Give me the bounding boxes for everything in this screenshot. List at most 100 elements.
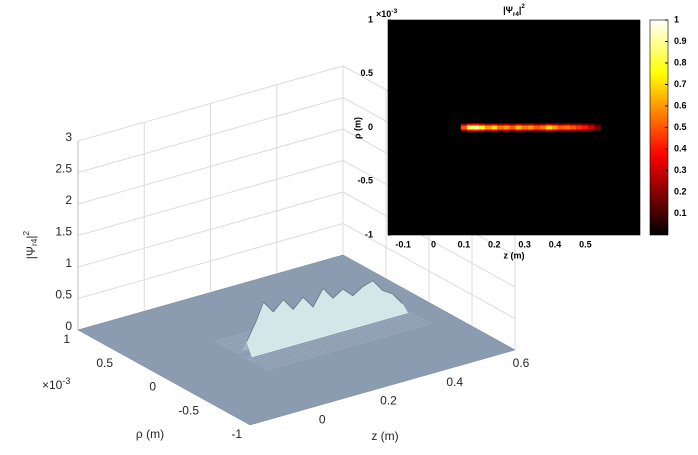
heat-cell [558,125,565,130]
heat-cell [533,125,541,130]
heat-cell [551,125,559,130]
colorbar-tick-label: 0.5 [674,122,687,132]
colorbar-tick-label: 0.4 [674,143,687,153]
colorbar-tick-label: 0.7 [674,79,687,89]
colorbar-tick-label: 0.3 [674,165,687,175]
surface-ripple [250,314,417,362]
z-tick-label: 1 [65,256,72,270]
z-tick-label: 2.5 [55,162,72,176]
surface-ripple [260,320,427,368]
z-tick-label: 2 [65,193,72,207]
exp-sup: -3 [62,376,70,386]
grid-line [77,97,344,173]
grid-line [77,191,344,268]
heat-cell [527,125,535,130]
colorbar-tick-label: 0.8 [674,57,687,67]
heat-cell [509,125,517,130]
label-base: |Ψ [503,5,513,15]
grid-line [77,128,344,205]
x-tick-label: 0.2 [380,394,397,408]
grid-line [77,223,344,299]
label-sup: 2 [21,230,31,235]
label-sub: r4 [513,11,519,18]
exp-base: ×10 [376,9,391,19]
colorbar-tick-label: 1 [674,14,679,24]
heat-cell [576,125,583,130]
colorbar-tick-label: 0.6 [674,100,687,110]
heat-cell [521,125,529,130]
surface-ripple [255,317,422,365]
ridge-line [246,280,403,342]
heat-cell [473,125,480,130]
heat-cell [485,125,492,130]
y-tick-label: 0 [149,380,156,394]
heat-cell [545,125,553,130]
heatmap-inset: -0.1 0 0.1 0.2 0.3 0.4 0.5 -1 -0.5 0 0.5 1 z (m) ρ (m… [352,3,686,261]
z-axis-label: |Ψr4|2 [21,230,39,259]
y-tick-label: -0.5 [357,176,373,186]
x-tick-label: 0 [431,239,436,249]
grid-line [77,65,344,142]
label-sub: r4 [29,238,39,246]
grid-line [342,191,516,288]
y-tick-label: -1 [231,427,242,441]
y-tick-label: 0.5 [360,68,373,78]
surface-ripple [265,323,432,371]
x-tick-label: 0.1 [458,239,471,249]
x-tick-label: 0.5 [579,239,592,249]
z-tick-label: 3 [65,130,72,144]
z-tick-label: 0 [65,319,72,333]
exp-sup: -3 [391,8,397,15]
y-axis-label: ρ (m) [136,427,164,441]
x-tick-label: 0.2 [488,239,501,249]
surface-ripple [247,313,414,361]
x-tick-label: 0 [319,412,326,426]
label-base: |Ψ [24,246,38,259]
x-tick-label: 0.3 [518,239,531,249]
z-tick-label: 1.5 [55,225,72,239]
grid-line [77,160,344,236]
heat-cell [460,125,468,130]
heat-cell [594,125,602,130]
heat-cell [570,125,577,130]
surface-ripple [263,321,430,370]
y-axis-label: ρ (m) [352,117,362,139]
heat-cell [497,125,504,130]
heat-cell [588,125,595,130]
colorbar-tick-label: 0.9 [674,36,687,46]
y-tick-label: 1 [63,332,70,346]
y-tick-label: 0 [368,122,373,132]
chart-title: |Ψr4|2 [503,3,525,18]
x-tick-label: 0.4 [446,375,463,389]
label-sup: 2 [521,3,525,10]
x-axis-label: z (m) [371,429,398,443]
surface-ripple [258,318,424,367]
z-tick-label: 0.5 [55,288,72,302]
heat-cell [539,125,547,130]
exp-base: ×10 [42,378,63,392]
x-tick-label: 0.6 [513,356,530,370]
label-close: | [24,235,38,238]
label-close: | [519,5,522,15]
y-tick-label: -0.5 [178,403,199,417]
y-exponent: ×10-3 [42,376,70,392]
surface-ripple [253,315,419,364]
x-tick-label: -0.1 [395,239,411,249]
heat-cell [491,125,498,130]
heat-cell [479,125,486,130]
x-axis-label: z (m) [504,250,525,260]
y-tick-label: 0.5 [96,356,113,370]
grid-line [342,223,516,319]
heat-cell [503,125,510,130]
heat-cell [466,125,474,130]
y-tick-label: 1 [368,14,373,24]
heat-cell [564,125,571,130]
colorbar-tick-label: 0.1 [674,208,687,218]
x-tick-label: 0.4 [549,239,562,249]
y-exponent: ×10-3 [376,8,398,20]
y-tick-label: -1 [365,229,373,239]
heat-cell [515,125,523,130]
colorbar-tick-label: 0.2 [674,186,687,196]
heat-cell [582,125,589,130]
